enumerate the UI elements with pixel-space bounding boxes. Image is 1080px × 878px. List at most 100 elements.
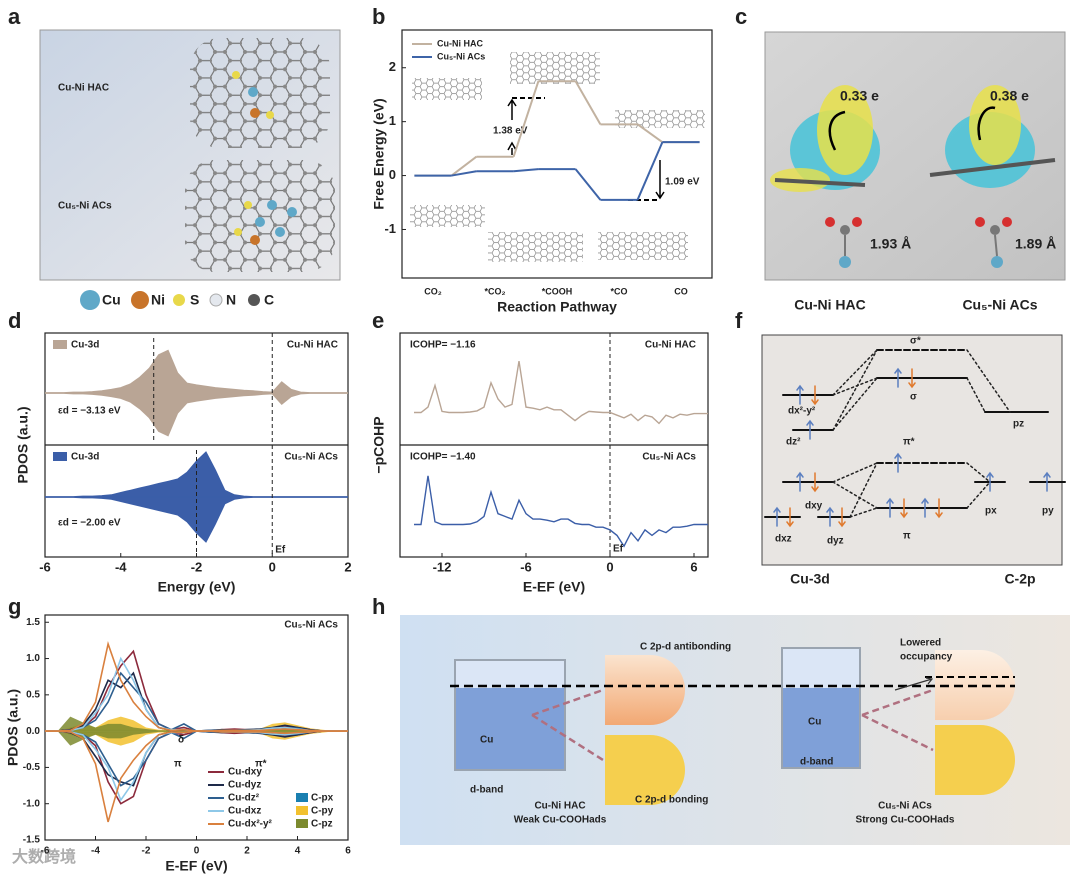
annotation-arrow [655, 160, 665, 200]
legend-label: C-py [311, 806, 334, 817]
plot-frame [401, 29, 713, 279]
legend-label: Cu-3d [71, 340, 99, 351]
graphene [185, 160, 335, 272]
y-axis-label: Free Energy (eV) [371, 98, 387, 209]
legend-swatch [53, 452, 67, 461]
pdos-line [45, 671, 348, 732]
charge-density [969, 85, 1021, 165]
x-tick-label: CO₂ [424, 286, 442, 296]
panel-label: a [8, 4, 21, 29]
legend-label: N [226, 292, 236, 308]
atom [266, 111, 274, 119]
panel-label: f [735, 308, 743, 333]
legend-label: Cu-dxz [228, 806, 261, 817]
connector [512, 80, 540, 158]
x-tick-label: 0 [269, 559, 276, 574]
x-tick-label: *CO [610, 286, 627, 296]
panel-label: c [735, 4, 747, 29]
level-label: σ* [910, 336, 921, 347]
d-center-label: εd = −3.13 eV [58, 406, 121, 417]
x-axis-label: E-EF (eV) [523, 579, 585, 595]
legend-label: Ni [151, 292, 165, 308]
legend-atom [173, 294, 185, 306]
x-tick-label: 0 [194, 846, 200, 857]
filled-band [783, 688, 859, 767]
structure [412, 78, 482, 100]
atom [250, 235, 260, 245]
atom-legend: Cu Ni S N C [80, 290, 274, 310]
panel-a: Cu-Ni HAC Cu₅-Ni ACs [39, 29, 341, 281]
caption: Cu-3d [790, 571, 830, 587]
y-axis-label: PDOS (a.u.) [5, 689, 21, 766]
x-tick-label: 6 [345, 846, 351, 857]
legend-swatch [296, 819, 308, 828]
icohp-label: ICOHP= −1.40 [410, 452, 476, 463]
graphene [190, 38, 330, 148]
atom [839, 256, 851, 268]
orbital-label: C 2p-d antibonding [640, 642, 731, 653]
x-axis-label: Reaction Pathway [497, 299, 617, 315]
caption: Cu₅-Ni ACs [878, 801, 932, 812]
atom [255, 217, 265, 227]
panel-b-deco: 1.38 eV 1.09 eV [410, 52, 705, 262]
legend-label: Cu [102, 292, 121, 308]
pdos-line [45, 730, 348, 787]
atom [990, 225, 1000, 235]
filled-band [456, 688, 564, 769]
arrow [894, 677, 934, 691]
annotation-arrow [507, 98, 517, 155]
panel-label: d [8, 308, 21, 333]
annotation: δ [178, 735, 184, 746]
y-tick-label: 2 [389, 59, 396, 74]
annotation: 1.09 eV [665, 177, 700, 188]
caption: Cu-Ni HAC [794, 297, 866, 313]
d-center-label: εd = −2.00 eV [58, 518, 121, 529]
legend-atom [131, 291, 149, 309]
orbital-label: C 2p-d bonding [635, 795, 708, 806]
caption: Strong Cu-COOHads [856, 815, 955, 826]
connector [636, 141, 664, 201]
atom [244, 201, 252, 209]
y-tick-label: -1 [384, 221, 396, 236]
pdos-area [45, 349, 348, 394]
panel-f: σ* σ π* π dx²-y² dz² dxy dxz dyz pz px p… [761, 334, 1066, 587]
structure [510, 52, 600, 84]
row-label: Cu-Ni HAC [58, 83, 109, 94]
atom [234, 228, 242, 236]
legend-label: Cu-3d [71, 452, 99, 463]
atom [825, 217, 835, 227]
y-axis-label: PDOS (a.u.) [15, 406, 31, 483]
atom [287, 207, 297, 217]
x-axis-label: E-EF (eV) [165, 858, 227, 874]
atom [232, 71, 240, 79]
bonding [605, 735, 685, 805]
band-label: Cu [808, 717, 821, 728]
fermi-label: Ef [613, 544, 624, 555]
x-tick-label: 2 [244, 846, 250, 857]
connector [451, 170, 477, 177]
charge-density [817, 85, 873, 175]
x-tick-label: CO [674, 286, 688, 296]
annotation: π [174, 759, 182, 770]
legend-label: Cu₅-Ni ACs [437, 51, 485, 61]
cohp-line [414, 475, 708, 548]
system-label: Cu₅-Ni ACs [642, 452, 696, 463]
pdos-fill [45, 716, 348, 732]
connector [574, 168, 602, 201]
structure [410, 205, 485, 227]
bond-label: 1.93 Å [870, 236, 911, 252]
y-tick-label: -0.5 [23, 762, 41, 773]
band-label: d-band [470, 785, 503, 796]
x-tick-label: 2 [344, 559, 351, 574]
x-tick-label: -2 [142, 846, 151, 857]
y-axis-label: −pCOHP [371, 416, 387, 473]
x-tick-label: -6 [41, 846, 50, 857]
panel-label: b [372, 4, 385, 29]
level-label: pz [1013, 419, 1024, 430]
atom [852, 217, 862, 227]
band-label: d-band [800, 757, 833, 768]
panel-label: g [8, 594, 21, 619]
x-tick-label: 0 [606, 559, 613, 574]
caption: Cu-Ni HAC [534, 801, 585, 812]
